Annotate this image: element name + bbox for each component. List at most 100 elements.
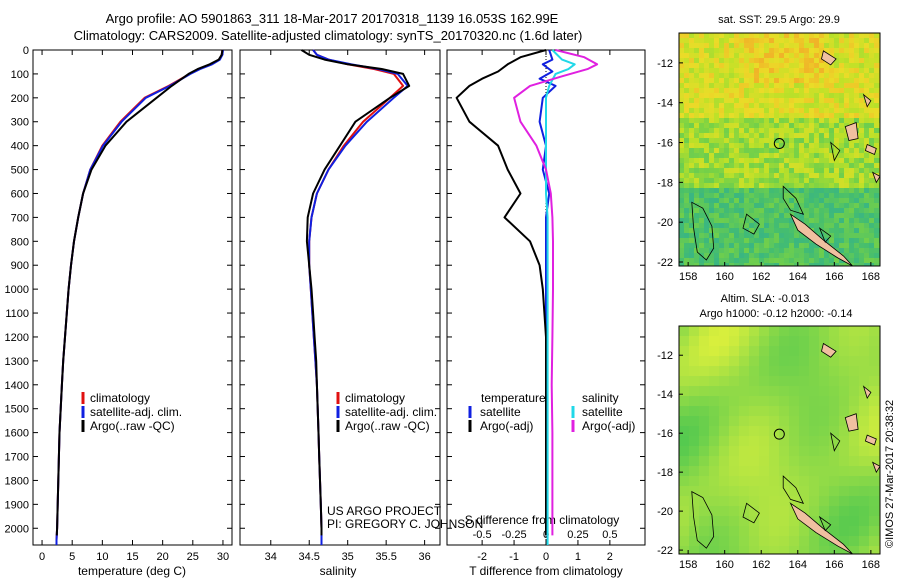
map-cell bbox=[799, 253, 805, 259]
map-cell bbox=[789, 203, 795, 209]
map-cell bbox=[809, 466, 820, 477]
map-cell bbox=[699, 228, 705, 234]
map-cell bbox=[809, 366, 820, 377]
map-cell bbox=[854, 153, 860, 159]
map-cell bbox=[744, 33, 750, 39]
map-cell bbox=[859, 516, 870, 527]
map-cell bbox=[709, 258, 715, 264]
map-cell bbox=[829, 233, 835, 239]
map-cell bbox=[724, 253, 730, 259]
map-cell bbox=[819, 233, 825, 239]
map-cell bbox=[724, 228, 730, 234]
map-cell bbox=[819, 143, 825, 149]
map-cell bbox=[799, 123, 805, 129]
map-cell bbox=[799, 183, 805, 189]
map-cell bbox=[754, 258, 760, 264]
map-cell bbox=[754, 243, 760, 249]
map-cell bbox=[824, 253, 830, 259]
map-cell bbox=[774, 173, 780, 179]
map-cell bbox=[779, 123, 785, 129]
map-cell bbox=[849, 33, 855, 39]
map-cell bbox=[759, 253, 765, 259]
map-cell bbox=[819, 258, 825, 264]
depth-tick-label: 200 bbox=[11, 93, 29, 105]
map-cell bbox=[734, 113, 740, 119]
map-cell bbox=[819, 253, 825, 259]
map-cell bbox=[789, 58, 795, 64]
map-cell bbox=[849, 446, 860, 457]
map-cell bbox=[834, 168, 840, 174]
map-cell bbox=[714, 248, 720, 254]
map-cell bbox=[859, 123, 865, 129]
map-cell bbox=[774, 233, 780, 239]
map-cell bbox=[714, 143, 720, 149]
map-cell bbox=[854, 258, 860, 264]
map-cell bbox=[749, 93, 755, 99]
map-cell bbox=[824, 178, 830, 184]
map-cell bbox=[699, 233, 705, 239]
map-cell bbox=[754, 153, 760, 159]
map-cell bbox=[694, 263, 700, 266]
map-cell bbox=[744, 173, 750, 179]
map-cell bbox=[699, 73, 705, 79]
map-cell bbox=[759, 48, 765, 54]
map-cell bbox=[839, 238, 845, 244]
map-cell bbox=[779, 118, 785, 124]
map-cell bbox=[704, 43, 710, 49]
map-cell bbox=[789, 103, 795, 109]
map-cell bbox=[799, 33, 805, 39]
map-cell bbox=[699, 416, 710, 427]
map-cell bbox=[794, 43, 800, 49]
map-cell bbox=[834, 148, 840, 154]
map-cell bbox=[774, 128, 780, 134]
map-cell bbox=[824, 153, 830, 159]
map-cell bbox=[694, 193, 700, 199]
map-cell bbox=[864, 168, 870, 174]
legend-salinity-title: salinity bbox=[582, 391, 619, 405]
map-cell bbox=[799, 188, 805, 194]
map-cell bbox=[814, 153, 820, 159]
map-cell bbox=[814, 223, 820, 229]
map-cell bbox=[789, 258, 795, 264]
map-cell bbox=[684, 58, 690, 64]
map-cell bbox=[864, 183, 870, 189]
map-cell bbox=[719, 436, 730, 447]
map-cell bbox=[759, 336, 770, 347]
map-cell bbox=[704, 53, 710, 59]
map-cell bbox=[859, 366, 870, 377]
map-cell bbox=[849, 148, 855, 154]
map-cell bbox=[679, 113, 685, 119]
map-cell bbox=[839, 466, 850, 477]
map-cell bbox=[804, 153, 810, 159]
map-cell bbox=[824, 103, 830, 109]
map-cell bbox=[864, 123, 870, 129]
map-cell bbox=[759, 536, 770, 547]
map-cell bbox=[694, 238, 700, 244]
map-cell bbox=[749, 526, 760, 537]
map-cell bbox=[784, 228, 790, 234]
map-cell bbox=[739, 113, 745, 119]
map-cell bbox=[759, 208, 765, 214]
map-cell bbox=[744, 238, 750, 244]
title-line-1: Argo profile: AO 5901863_311 18-Mar-2017… bbox=[106, 11, 559, 26]
map-cell bbox=[864, 253, 870, 259]
map-cell bbox=[819, 416, 830, 427]
map-cell bbox=[854, 38, 860, 44]
lon-tick-label: 158 bbox=[679, 271, 697, 283]
map-cell bbox=[774, 163, 780, 169]
map-cell bbox=[734, 198, 740, 204]
map-cell bbox=[819, 193, 825, 199]
map-cell bbox=[689, 258, 695, 264]
map-cell bbox=[799, 98, 805, 104]
map-cell bbox=[704, 193, 710, 199]
legend-argo-label: Argo(..raw -QC) bbox=[90, 419, 175, 433]
map-cell bbox=[794, 163, 800, 169]
map-cell bbox=[724, 193, 730, 199]
map-cell bbox=[859, 396, 870, 407]
x-tick-label: 1 bbox=[575, 551, 581, 563]
map-cell bbox=[849, 238, 855, 244]
map-cell bbox=[844, 63, 850, 69]
map-cell bbox=[869, 466, 880, 477]
map-cell bbox=[814, 213, 820, 219]
map-cell bbox=[729, 103, 735, 109]
